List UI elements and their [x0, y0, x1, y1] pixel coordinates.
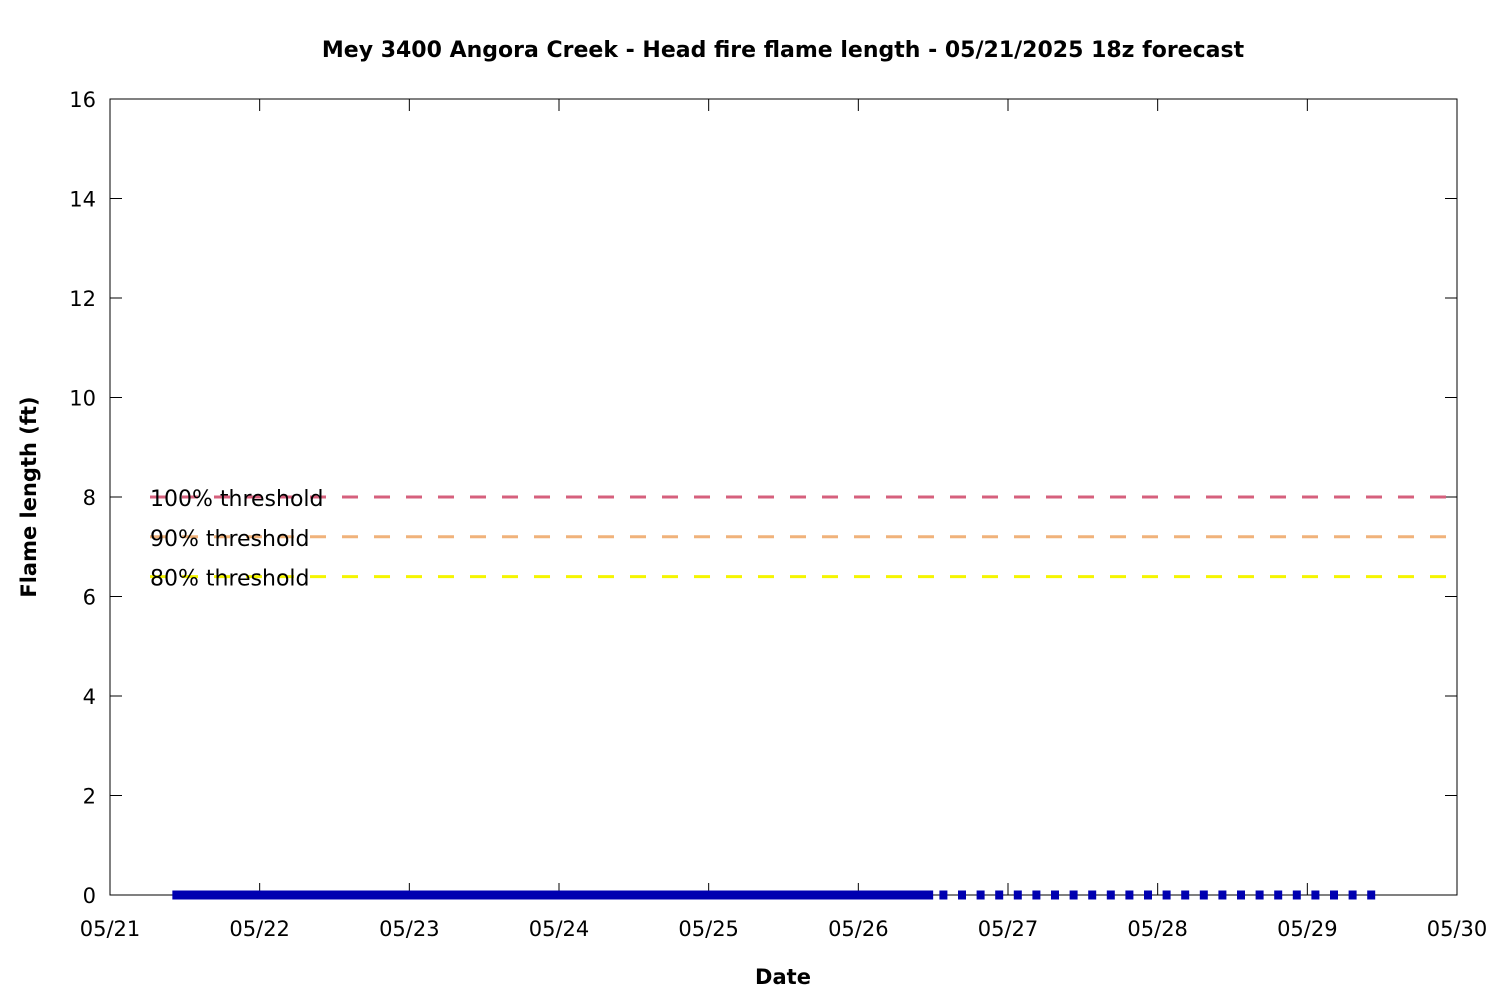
- y-tick-label: 0: [83, 884, 96, 908]
- x-tick-label: 05/24: [529, 917, 590, 941]
- x-tick-label: 05/25: [678, 917, 739, 941]
- x-tick-label: 05/30: [1427, 917, 1488, 941]
- x-tick-label: 05/21: [80, 917, 141, 941]
- chart-title: Mey 3400 Angora Creek - Head fire flame …: [322, 38, 1245, 63]
- y-tick-label: 16: [69, 88, 96, 112]
- x-axis-label: Date: [755, 965, 811, 989]
- x-tick-label: 05/27: [978, 917, 1039, 941]
- y-tick-label: 8: [83, 486, 96, 510]
- threshold-lines: 100% threshold 90% threshold 80% threshold: [150, 487, 1457, 592]
- x-tick-label: 05/28: [1127, 917, 1188, 941]
- x-tick-label: 05/23: [379, 917, 440, 941]
- x-tick-label: 05/22: [229, 917, 290, 941]
- y-tick-label: 12: [69, 287, 96, 311]
- threshold-label: 100% threshold: [150, 487, 324, 512]
- y-tick-label: 10: [69, 387, 96, 411]
- y-axis-label: Flame length (ft): [17, 396, 41, 597]
- threshold-label: 90% threshold: [150, 527, 310, 552]
- y-tick-label: 6: [83, 586, 96, 610]
- y-tick-label: 2: [83, 785, 96, 809]
- y-tick-label: 4: [83, 685, 96, 709]
- axis-ticks: 0 2 4 6 8 10 12 14 16 05/21 05/22 05/23 05/24 05/25 05…: [69, 88, 1487, 941]
- threshold-label: 80% threshold: [150, 567, 310, 592]
- x-tick-label: 05/29: [1277, 917, 1338, 941]
- x-tick-label: 05/26: [828, 917, 889, 941]
- y-tick-label: 14: [69, 188, 96, 212]
